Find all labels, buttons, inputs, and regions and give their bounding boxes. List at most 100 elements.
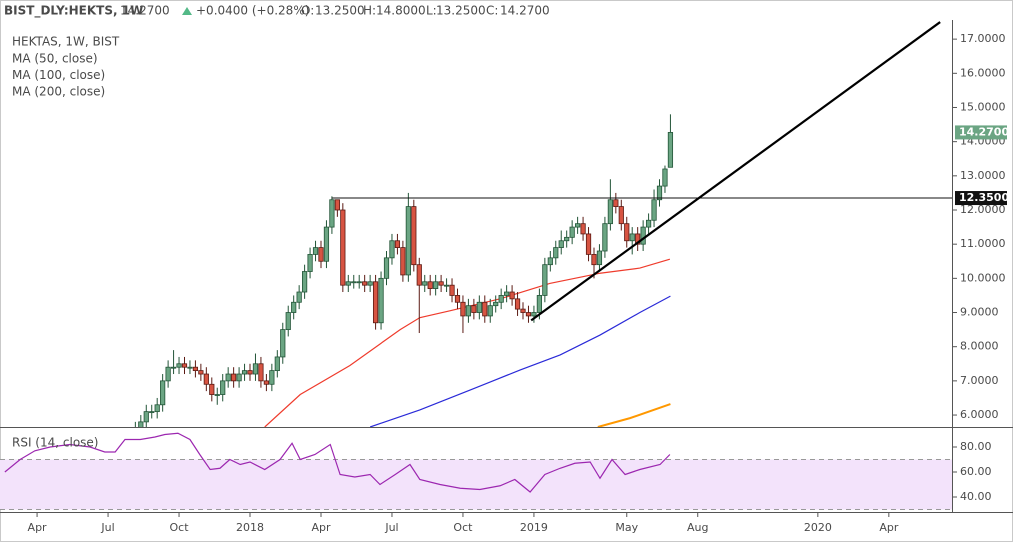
- candle-body: [591, 254, 597, 266]
- candle-body: [438, 281, 444, 286]
- candle-body: [241, 370, 248, 375]
- y-tick-label: 7.0000: [960, 374, 999, 387]
- candle-body: [656, 185, 663, 201]
- x-tick-label: Jul: [100, 521, 114, 534]
- x-tick-label: Apr: [28, 521, 48, 534]
- candle-body: [585, 233, 592, 255]
- candle-body: [624, 223, 630, 242]
- candle-body: [635, 233, 641, 245]
- candle-body: [138, 421, 144, 427]
- ma-line: [369, 295, 671, 427]
- candle-body: [263, 380, 269, 385]
- candle-body: [312, 247, 319, 255]
- x-tick-label: 2018: [236, 521, 264, 534]
- candle-body: [334, 199, 340, 211]
- y-tick-label: 9.0000: [960, 306, 999, 319]
- candle-body: [493, 301, 499, 307]
- candle-body: [405, 206, 411, 276]
- y-tick-label: 80.00: [960, 440, 992, 453]
- candle-body: [329, 199, 335, 228]
- last-price-box: [955, 125, 1007, 140]
- candle-body: [291, 301, 297, 313]
- candle-body: [383, 257, 390, 279]
- candle-body: [525, 312, 532, 317]
- ma-line: [264, 258, 671, 427]
- candle-body: [618, 206, 624, 225]
- candle-body: [651, 199, 657, 221]
- candle-body: [580, 223, 586, 235]
- overlay: BIST_DLY:HEKTS, 1W 14.2700 +0.0400 (+0.2…: [4, 4, 1009, 535]
- candle-body: [575, 223, 581, 228]
- y-tick-label: 6.0000: [960, 408, 999, 421]
- last: 14.2700: [120, 4, 170, 18]
- rsi-title: RSI (14, close): [12, 436, 98, 450]
- candle-body: [465, 305, 472, 317]
- candle-body: [553, 247, 559, 259]
- candle-body: [214, 394, 220, 396]
- c-value: 14.2700: [500, 4, 550, 18]
- candle-body: [149, 411, 155, 414]
- y-tick-label: 10.0000: [960, 271, 1006, 284]
- candle-body: [645, 219, 652, 228]
- candle-body: [274, 356, 280, 372]
- y-tick-label: 40.00: [960, 490, 992, 503]
- candle-body: [362, 281, 368, 286]
- x-tick-label: 2019: [520, 521, 548, 534]
- candle-body: [225, 373, 231, 382]
- symbol: BIST_DLY:HEKTS, 1W: [4, 4, 143, 19]
- candle-body: [154, 404, 160, 413]
- hline-label: 12.3500: [959, 191, 1009, 204]
- candle-body: [449, 284, 455, 296]
- rsi-band: [0, 459, 952, 510]
- candle-body: [531, 312, 537, 317]
- price-pane: [133, 21, 952, 436]
- y-tick-label: 17.0000: [960, 32, 1006, 45]
- candle-body: [509, 291, 515, 300]
- y-tick-label: 60.00: [960, 465, 992, 478]
- candle-body: [192, 366, 199, 372]
- y-tick-label: 15.0000: [960, 100, 1006, 113]
- x-tick-label: Apr: [311, 521, 331, 534]
- o-label: O:: [301, 4, 314, 18]
- candle-body: [569, 226, 575, 238]
- candle-body: [345, 281, 351, 286]
- candle-body: [629, 233, 635, 242]
- l-value: 13.2500: [436, 4, 486, 18]
- legend-title: HEKTAS, 1W, BIST: [12, 35, 120, 49]
- candle-body: [476, 301, 482, 313]
- candle-body: [504, 291, 510, 296]
- candle-body: [443, 284, 450, 287]
- x-tick-label: Jul: [384, 521, 398, 534]
- candle-body: [378, 277, 384, 324]
- rsi-line: [4, 432, 671, 493]
- h-value: 14.8000: [376, 4, 426, 18]
- candle-body: [422, 281, 428, 286]
- y-tick-label: 8.0000: [960, 340, 999, 353]
- candle-body: [252, 363, 259, 375]
- candle-body: [307, 254, 313, 272]
- candle-body: [498, 295, 504, 303]
- candle-body: [351, 281, 357, 284]
- candle-body: [471, 305, 477, 313]
- candle-body: [133, 429, 137, 436]
- candle-body: [203, 373, 209, 385]
- candle-body: [411, 206, 417, 266]
- legend-entry: MA (200, close): [12, 85, 105, 99]
- up-arrow: [182, 7, 192, 15]
- candle-body: [258, 363, 264, 382]
- y-tick-label: 13.0000: [960, 169, 1006, 182]
- candle-body: [143, 411, 149, 423]
- candle-body: [187, 366, 193, 369]
- candle-body: [170, 366, 177, 369]
- candle-body: [372, 281, 379, 324]
- candle-body: [323, 226, 330, 262]
- candle-body: [520, 308, 526, 313]
- candle-body: [367, 281, 373, 286]
- candle-body: [394, 240, 401, 248]
- y-tick-label: 11.0000: [960, 237, 1006, 250]
- legend-entry: MA (50, close): [12, 52, 98, 66]
- candle-body: [427, 281, 433, 289]
- rsi-pane: [0, 432, 952, 510]
